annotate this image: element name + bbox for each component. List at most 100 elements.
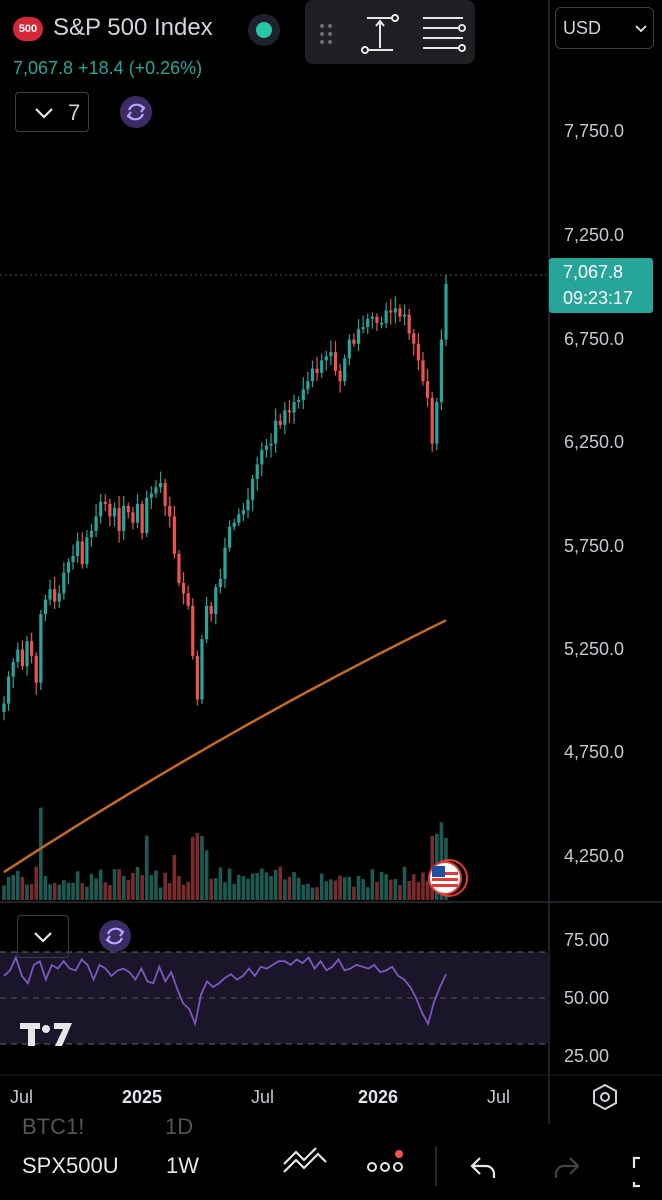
candle-body (214, 587, 218, 615)
candle-body (145, 497, 149, 534)
volume-bar (209, 878, 213, 900)
candle-body (30, 641, 34, 656)
currency-select[interactable] (555, 7, 654, 49)
symbol-logo-badge: 500 (13, 17, 43, 41)
candle-body (310, 368, 315, 382)
candle-body (126, 506, 130, 513)
candle-body (168, 506, 172, 517)
measure-tool-icon[interactable] (361, 14, 399, 54)
time-axis-label: Jul (487, 1087, 511, 1107)
candle-body (71, 555, 75, 563)
candle-body (48, 589, 52, 600)
volume-bar (158, 887, 163, 900)
drawings-list-icon[interactable] (423, 17, 466, 52)
volume-bar (131, 872, 135, 900)
candle-body (439, 339, 443, 402)
candle-body (57, 593, 61, 602)
candle-body (379, 322, 384, 325)
interval-button[interactable]: 1W (166, 1153, 199, 1178)
redo-icon[interactable] (554, 1157, 580, 1178)
rsi-line (3, 955, 447, 1027)
more-options-icon[interactable] (367, 1162, 403, 1172)
candle-body (131, 512, 135, 523)
volume-bar (223, 882, 227, 900)
candle-body (163, 483, 167, 506)
volume-bar (241, 876, 246, 900)
rsi-axis-label: 50.00 (564, 988, 610, 1008)
price-axis-label: 6,250.0 (564, 432, 625, 452)
bottom-toolbar (0, 1124, 662, 1200)
volume-bar (347, 876, 352, 900)
chart-type-icon[interactable] (283, 1147, 327, 1173)
candle-body (356, 329, 361, 344)
candle-body (53, 589, 57, 602)
volume-bar (402, 866, 407, 900)
volume-bar (186, 881, 190, 900)
volume-bar (85, 886, 89, 900)
previous-interval[interactable]: 1D (165, 1114, 194, 1139)
candle-body (20, 649, 25, 667)
chevron-down-icon (34, 932, 52, 943)
volume-bar (416, 881, 421, 900)
candle-body (333, 352, 338, 371)
price-axis-label: 7,750.0 (564, 121, 625, 141)
symbol-button[interactable]: SPX500U (22, 1153, 119, 1178)
candle-body (398, 308, 402, 317)
time-axis-label: Jul (251, 1087, 275, 1107)
candle-body (430, 397, 434, 444)
volume-bar (172, 854, 177, 900)
volume-bar (163, 872, 167, 900)
candle-body (421, 360, 425, 382)
candle-body (34, 655, 38, 683)
indicators-collapse-button[interactable] (15, 92, 89, 132)
tradingview-logo (20, 1023, 72, 1046)
candle-body (108, 503, 112, 517)
candle-body (195, 655, 199, 700)
rsi-refresh-button[interactable] (99, 920, 131, 952)
candle-body (255, 464, 259, 479)
rsi-axis-label: 75.00 (564, 930, 610, 950)
volume-bar (62, 880, 66, 900)
undo-icon[interactable] (470, 1157, 496, 1178)
candle-body (122, 506, 126, 531)
volume-bar (333, 880, 338, 900)
refresh-indicators-button[interactable] (120, 96, 152, 128)
candle-body (425, 381, 430, 398)
previous-symbol[interactable]: BTC1! (22, 1114, 85, 1139)
volume-bar (80, 883, 85, 900)
volume-bar (66, 882, 71, 900)
volume-bar (278, 866, 283, 900)
drag-handle-icon[interactable] (320, 24, 332, 44)
candles (2, 275, 448, 721)
candle-body (287, 410, 292, 413)
current-price-value: 7,067.8 (563, 262, 624, 282)
us-flag-icon[interactable] (428, 859, 468, 897)
candle-body (66, 562, 71, 573)
price-axis-label: 4,750.0 (564, 742, 625, 762)
volume-bar (361, 879, 365, 900)
symbol-title[interactable]: S&P 500 Index (53, 14, 213, 41)
candle-body (25, 641, 29, 667)
candle-body (402, 314, 407, 317)
volume-bar (181, 884, 186, 900)
volume-bar (89, 873, 94, 900)
rsi-collapse-button[interactable] (17, 915, 69, 958)
chevron-down-icon (35, 108, 53, 119)
volume-bar (407, 880, 411, 900)
volume-bar (144, 835, 149, 900)
volume-bar (52, 882, 57, 900)
volume-bar (20, 877, 25, 900)
candle-body (85, 537, 89, 565)
currency-label: USD (563, 18, 602, 38)
settings-gear-icon[interactable] (593, 1083, 617, 1111)
floating-drawing-toolbar (305, 0, 475, 64)
rsi-axis-label: 25.00 (564, 1046, 610, 1066)
fullscreen-icon[interactable] (632, 1156, 640, 1188)
volume-bar (218, 867, 223, 900)
candle-body (181, 582, 186, 594)
candle-body (149, 493, 153, 498)
candle-body (241, 510, 246, 515)
volume-bar (411, 874, 416, 900)
candle-body (112, 508, 117, 517)
